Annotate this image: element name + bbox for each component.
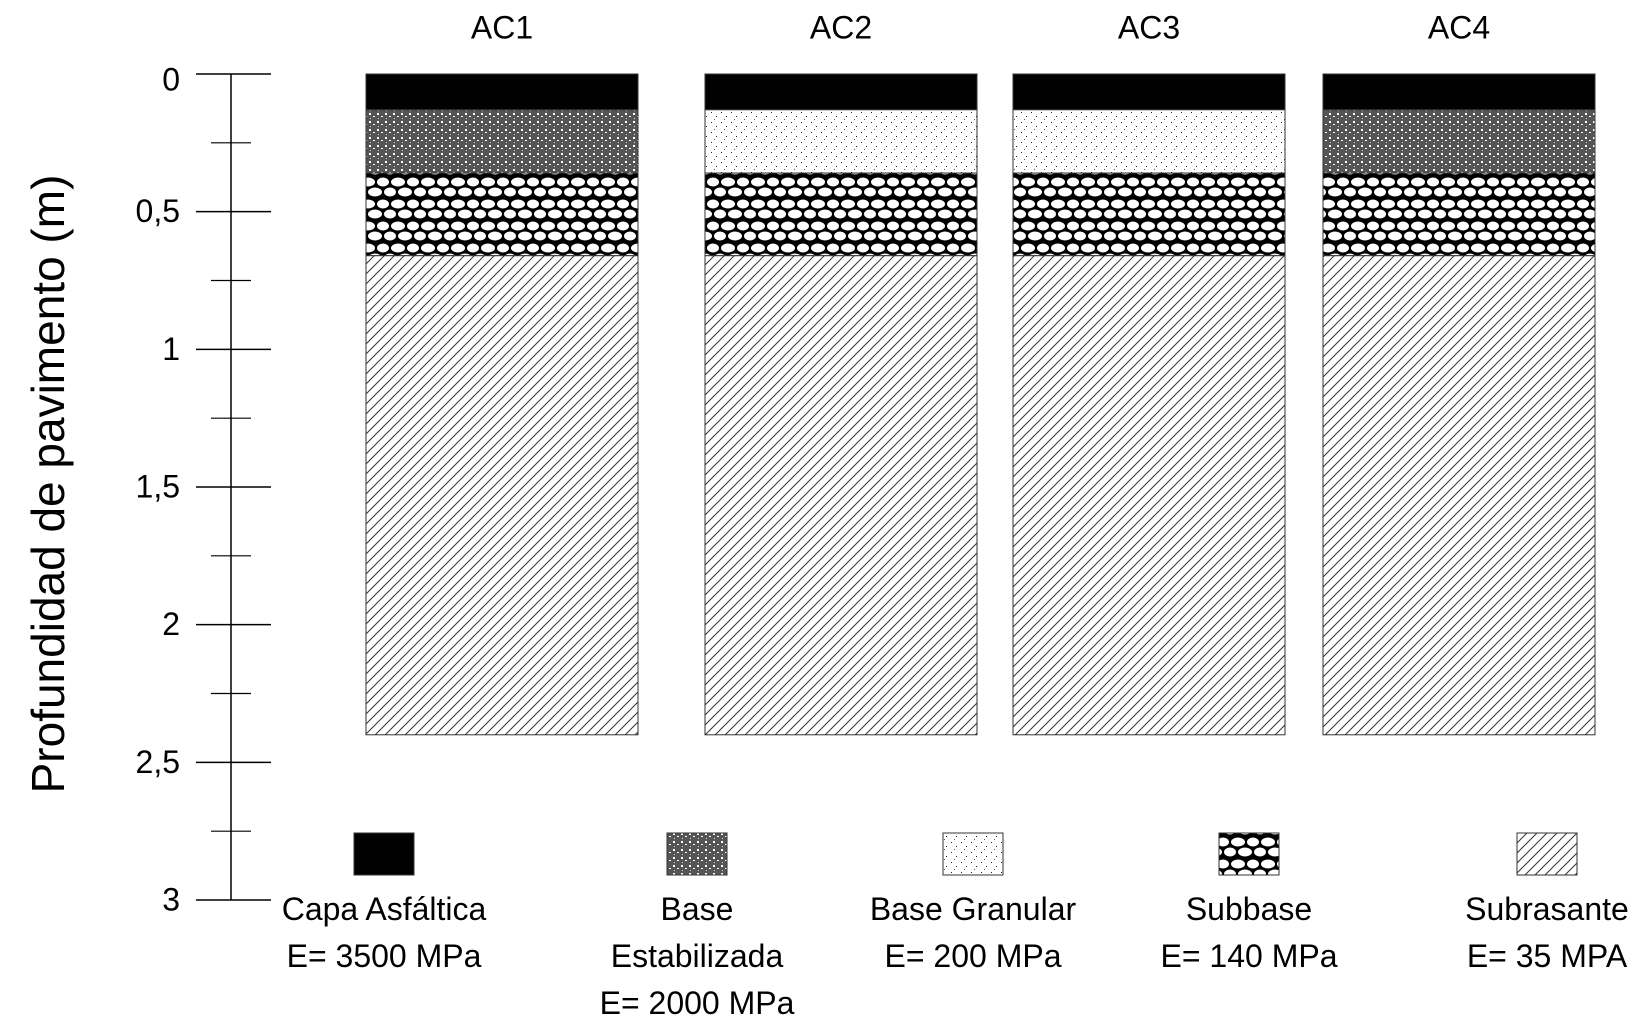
y-tick-label: 0	[162, 61, 180, 97]
legend-label: Capa Asfáltica	[269, 886, 499, 933]
legend-label: Subrasante	[1432, 886, 1646, 933]
layer	[366, 173, 638, 256]
layer	[366, 74, 638, 110]
legend-label: Base Estabilizada	[582, 886, 812, 980]
y-tick-label: 0,5	[136, 193, 180, 229]
layer	[1013, 173, 1285, 256]
legend-modulus: E= 3500 MPa	[269, 933, 499, 980]
legend-swatch	[943, 833, 1003, 875]
page: Profundidad de pavimento (m) 0 0,5 1 1,5 2 2,…	[0, 0, 1646, 1017]
column-label: AC2	[810, 9, 872, 45]
column-label: AC1	[471, 9, 533, 45]
legend-modulus: E= 200 MPa	[858, 933, 1088, 980]
layer	[1013, 74, 1285, 110]
column-label: AC3	[1118, 9, 1180, 45]
layer	[1323, 110, 1595, 173]
legend-label: Base Granular	[858, 886, 1088, 933]
layer	[705, 256, 977, 735]
column-label: AC4	[1428, 9, 1490, 45]
chart: Profundidad de pavimento (m) 0 0,5 1 1,5 2 2,…	[0, 0, 1646, 1017]
legend-swatch	[1219, 833, 1279, 875]
legend-label: Subbase	[1134, 886, 1364, 933]
legend-modulus: E= 2000 MPa	[582, 980, 812, 1027]
legend-swatch	[354, 833, 414, 875]
legend-modulus: E= 35 MPA	[1432, 933, 1646, 980]
layer	[705, 110, 977, 173]
y-axis-label: Profundidad de pavimento (m)	[22, 175, 74, 794]
y-tick-label: 1	[162, 331, 180, 367]
y-tick-label: 3	[162, 881, 180, 917]
y-tick-label: 2	[162, 606, 180, 642]
layer	[1013, 110, 1285, 173]
legend-modulus: E= 140 MPa	[1134, 933, 1364, 980]
layer	[1323, 74, 1595, 110]
layer	[366, 110, 638, 173]
legend-swatch	[667, 833, 727, 875]
y-tick-label: 1,5	[136, 468, 180, 504]
layer	[366, 256, 638, 735]
layer	[705, 173, 977, 256]
y-tick-label: 2,5	[136, 744, 180, 780]
layer	[1323, 173, 1595, 256]
legend-swatch	[1517, 833, 1577, 875]
layer	[1013, 256, 1285, 735]
layer	[705, 74, 977, 110]
layer	[1323, 256, 1595, 735]
